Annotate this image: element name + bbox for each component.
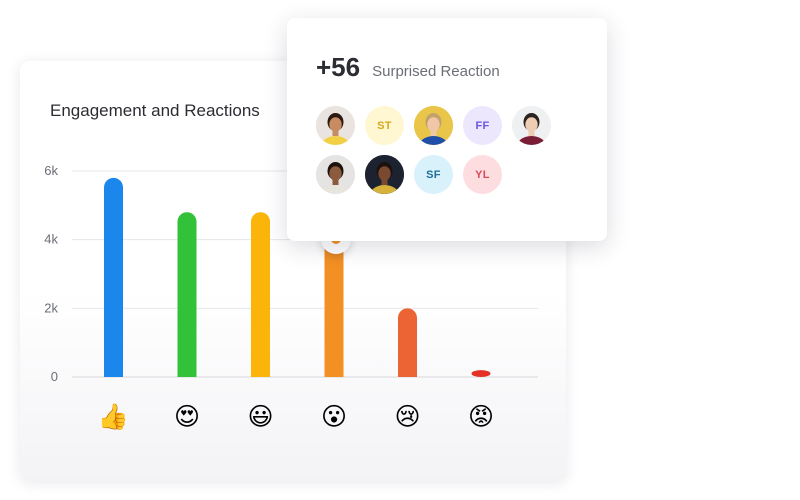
person-photo-icon bbox=[316, 155, 355, 194]
bar-heart-eyes[interactable] bbox=[177, 212, 197, 377]
avatar-photo-2[interactable] bbox=[414, 106, 453, 145]
bar-base-smiley bbox=[251, 367, 270, 377]
avatar-sf[interactable]: SF bbox=[414, 155, 453, 194]
y-tick-label: 4k bbox=[44, 232, 58, 247]
crying-emoji-icon: 😢 bbox=[394, 402, 420, 431]
smiley-emoji-icon: 😃 bbox=[247, 402, 273, 431]
bar-crying[interactable] bbox=[398, 308, 417, 377]
y-tick-label: 6k bbox=[44, 163, 58, 178]
person-photo-icon bbox=[414, 106, 453, 145]
avatar-yl[interactable]: YL bbox=[463, 155, 502, 194]
person-photo-icon bbox=[316, 106, 355, 145]
bar-base-surprised bbox=[324, 367, 344, 377]
person-photo-icon bbox=[512, 106, 551, 145]
avatar-photo-4[interactable] bbox=[316, 155, 355, 194]
bar-surprised[interactable] bbox=[324, 239, 344, 377]
avatar-initials: SF bbox=[426, 168, 441, 181]
angry-emoji-icon: 😡 bbox=[468, 402, 494, 431]
avatar-photo-5[interactable] bbox=[365, 155, 404, 194]
thumbs-up-emoji-icon: 👍 bbox=[98, 402, 129, 431]
popup-header: +56 Surprised Reaction bbox=[316, 52, 500, 83]
heart-eyes-emoji-icon: 😍 bbox=[174, 402, 200, 431]
avatar-photo-3[interactable] bbox=[512, 106, 551, 145]
reaction-popup: +56 Surprised Reaction ST FF SF YL bbox=[287, 18, 607, 241]
avatar-list: ST FF SF YL bbox=[316, 106, 566, 194]
avatar-photo-1[interactable] bbox=[316, 106, 355, 145]
bar-base-crying bbox=[398, 367, 417, 377]
avatar-initials: ST bbox=[377, 119, 392, 132]
y-tick-label: 2k bbox=[44, 300, 58, 315]
bar-smiley[interactable] bbox=[251, 212, 270, 377]
avatar-initials: FF bbox=[475, 119, 490, 132]
surprised-emoji-icon: 😮 bbox=[321, 402, 347, 431]
avatar-st[interactable]: ST bbox=[365, 106, 404, 145]
avatar-initials: YL bbox=[475, 168, 490, 181]
chart-title: Engagement and Reactions bbox=[50, 101, 260, 120]
person-photo-icon bbox=[365, 155, 404, 194]
bar-chart: 0 2k 4k 6k 👍 😍 😃 😮 😢 😡 bbox=[44, 163, 538, 431]
avatar-ff[interactable]: FF bbox=[463, 106, 502, 145]
bar-angry[interactable] bbox=[471, 370, 491, 377]
y-tick-label: 0 bbox=[51, 369, 58, 384]
reaction-label: Surprised Reaction bbox=[372, 63, 500, 80]
bar-base-heart-eyes bbox=[177, 367, 197, 377]
bar-base-thumbs-up bbox=[104, 367, 123, 377]
reaction-count: +56 bbox=[316, 52, 361, 82]
bar-thumbs-up[interactable] bbox=[104, 177, 123, 377]
